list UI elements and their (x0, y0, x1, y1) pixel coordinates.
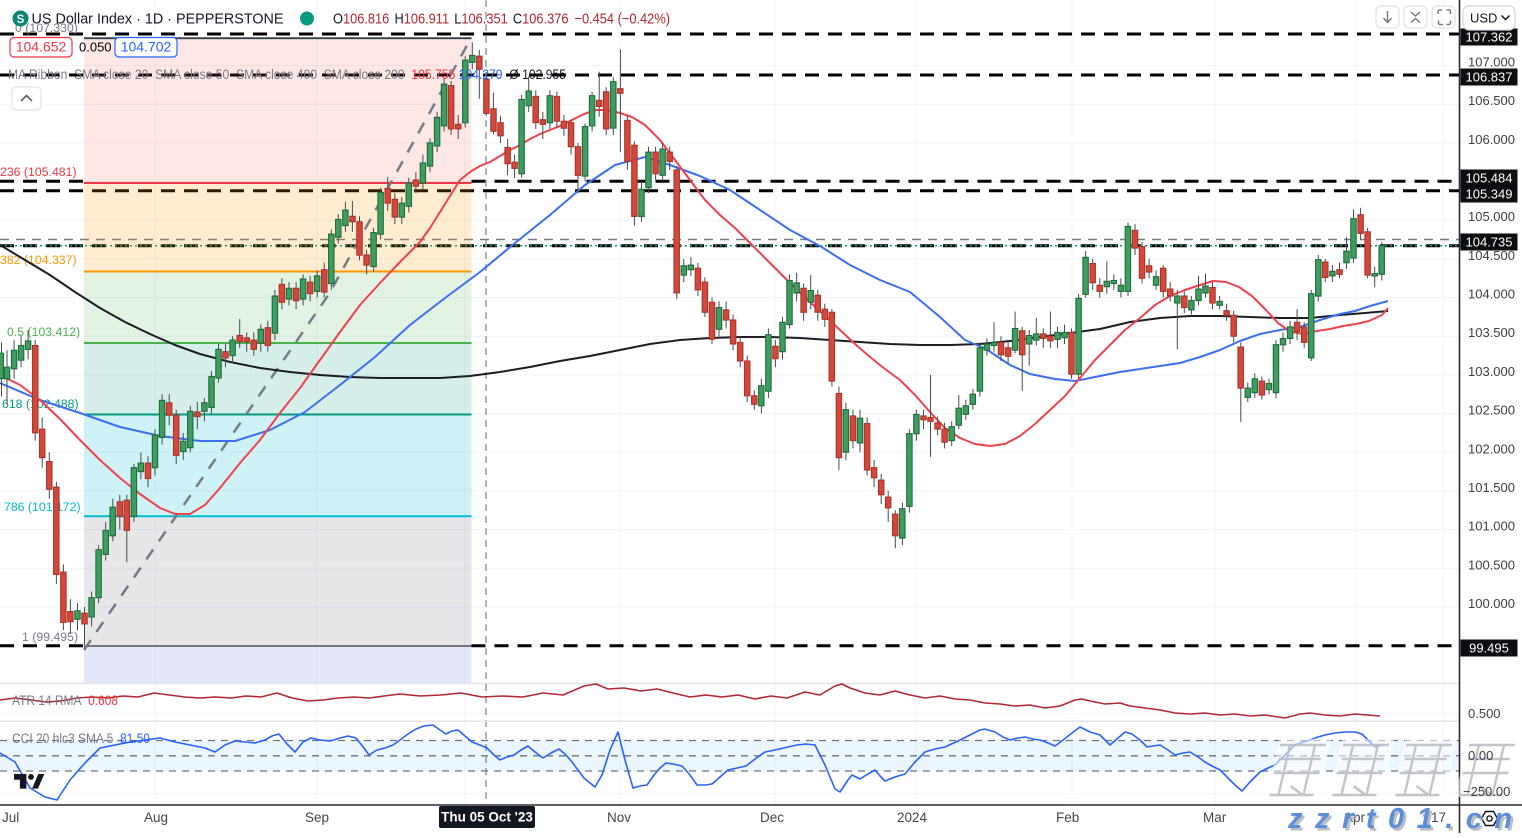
svg-text:0.050: 0.050 (79, 40, 112, 55)
svg-text:102.500: 102.500 (1468, 403, 1515, 418)
svg-text:zzrt01.cn: zzrt01.cn (1287, 803, 1522, 833)
svg-text:1 (99.495): 1 (99.495) (22, 630, 78, 644)
svg-text:107.362: 107.362 (1466, 30, 1513, 45)
svg-text:CCI 20 hlc3 SMA 5 81.50: CCI 20 hlc3 SMA 5 81.50 (12, 731, 150, 746)
svg-text:Dec: Dec (760, 810, 784, 825)
svg-text:101.000: 101.000 (1468, 519, 1515, 534)
svg-text:Aug: Aug (144, 810, 168, 825)
svg-text:106.837: 106.837 (1466, 70, 1513, 85)
svg-text:105.349: 105.349 (1466, 187, 1513, 202)
svg-text:0.500: 0.500 (1468, 706, 1501, 721)
svg-text:Feb: Feb (1056, 810, 1079, 825)
svg-text:S: S (17, 14, 25, 26)
svg-text:107.000: 107.000 (1468, 55, 1515, 70)
svg-text:382 (104.337): 382 (104.337) (0, 253, 77, 267)
svg-text:105.000: 105.000 (1468, 209, 1515, 224)
svg-text:236 (105.481): 236 (105.481) (0, 165, 77, 179)
svg-text:Thu 05 Oct '23: Thu 05 Oct '23 (441, 810, 533, 825)
svg-text:103.500: 103.500 (1468, 325, 1515, 340)
svg-text:Nov: Nov (607, 810, 631, 825)
svg-text:−250.00: −250.00 (1463, 784, 1510, 799)
svg-text:105.484: 105.484 (1466, 171, 1513, 186)
svg-text:Mar: Mar (1203, 810, 1227, 825)
svg-text:99.495: 99.495 (1469, 641, 1509, 656)
svg-text:Sep: Sep (305, 810, 329, 825)
svg-text:104.652: 104.652 (16, 39, 67, 55)
svg-text:MA Ribbon SMA close 20 SMA c: MA Ribbon SMA close 20 SMA close 50 SMA … (8, 67, 566, 82)
svg-text:Jul: Jul (2, 810, 19, 825)
svg-text:104.702: 104.702 (121, 39, 172, 55)
svg-text:US Dollar Index · 1D · PEPPERS: US Dollar Index · 1D · PEPPERSTONE (32, 11, 284, 28)
svg-text:106.000: 106.000 (1468, 132, 1515, 147)
svg-text:O106.816H106.911L106.351C106.3: O106.816H106.911L106.351C106.376−0.454 (… (333, 11, 670, 28)
svg-text:USD: USD (1470, 11, 1497, 26)
svg-text:101.500: 101.500 (1468, 480, 1515, 495)
svg-text:ATR 14 RMA 0.608: ATR 14 RMA 0.608 (12, 693, 118, 708)
svg-text:100.000: 100.000 (1468, 596, 1515, 611)
svg-text:106.500: 106.500 (1468, 93, 1515, 108)
svg-text:0.5 (103.412): 0.5 (103.412) (7, 325, 80, 339)
svg-text:2024: 2024 (897, 810, 928, 825)
svg-text:104.000: 104.000 (1468, 287, 1515, 302)
svg-text:0.00: 0.00 (1468, 748, 1493, 763)
svg-text:786 (101.172): 786 (101.172) (4, 500, 81, 514)
svg-text:103.000: 103.000 (1468, 364, 1515, 379)
svg-text:100.500: 100.500 (1468, 557, 1515, 572)
svg-text:102.000: 102.000 (1468, 441, 1515, 456)
svg-text:104.735: 104.735 (1466, 235, 1513, 250)
